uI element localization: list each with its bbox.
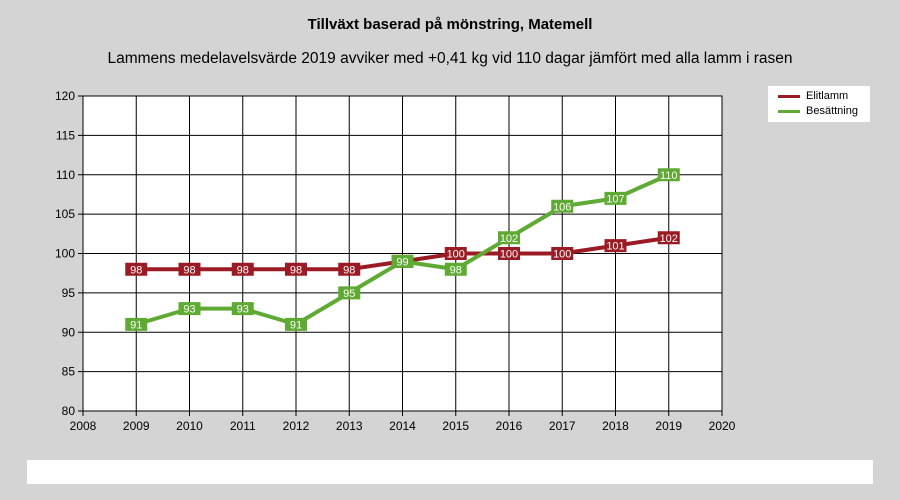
data-point-1 <box>231 302 254 316</box>
data-point-0 <box>498 247 520 260</box>
data-label-1: 110 <box>660 170 678 182</box>
legend-swatch-elitlamm <box>778 94 800 98</box>
x-tick-label: 2014 <box>389 419 416 433</box>
y-tick-label: 95 <box>62 286 76 300</box>
data-point-1 <box>498 231 520 245</box>
y-tick-label: 80 <box>62 404 76 418</box>
y-tick-label: 105 <box>55 207 75 221</box>
data-label-0: 98 <box>290 264 302 276</box>
chart-legend: Elitlamm Besättning <box>768 86 870 122</box>
x-tick-label: 2009 <box>123 419 150 433</box>
data-label-0: 98 <box>343 264 355 276</box>
data-point-1 <box>444 262 467 276</box>
data-label-1: 95 <box>343 288 355 300</box>
legend-item-besattning: Besättning <box>778 104 858 118</box>
data-label-1: 93 <box>237 304 249 316</box>
plot-border <box>82 95 723 412</box>
data-point-0 <box>125 262 148 276</box>
x-tick-label: 2019 <box>655 419 682 433</box>
data-point-1 <box>125 317 148 331</box>
data-point-0 <box>604 239 627 253</box>
legend-label-besattning: Besättning <box>806 105 858 117</box>
data-label-0: 100 <box>447 249 465 261</box>
chart-subtitle: Lammens medelavelsvärde 2019 avviker med… <box>107 50 793 67</box>
x-tick-label: 2013 <box>336 419 363 433</box>
data-label-0: 101 <box>606 241 624 253</box>
data-label-0: 98 <box>130 264 142 276</box>
data-label-0: 100 <box>553 249 571 261</box>
legend-swatch-besattning <box>778 109 800 113</box>
x-tick-label: 2010 <box>176 419 203 433</box>
data-point-1 <box>551 199 574 213</box>
data-label-1: 91 <box>130 319 142 331</box>
data-point-0 <box>657 231 680 245</box>
data-point-1 <box>657 168 680 182</box>
chart-title: Tillväxt baserad på mönstring, Matemell <box>307 16 593 33</box>
data-label-0: 102 <box>660 233 678 245</box>
x-tick-label: 2016 <box>496 419 523 433</box>
data-label-0: 98 <box>183 264 195 276</box>
footer-bar <box>27 460 873 484</box>
data-label-0: 100 <box>500 249 518 261</box>
y-tick-label: 100 <box>55 247 75 261</box>
y-tick-label: 115 <box>56 128 75 142</box>
x-tick-label: 2017 <box>549 419 576 433</box>
data-point-1 <box>604 191 627 205</box>
data-label-1: 102 <box>500 233 518 245</box>
data-point-1 <box>178 302 201 316</box>
data-label-1: 93 <box>183 304 195 316</box>
x-tick-label: 2011 <box>230 419 256 433</box>
x-tick-label: 2015 <box>442 419 469 433</box>
data-point-1 <box>338 286 361 300</box>
y-tick-label: 85 <box>62 365 76 379</box>
data-label-1: 91 <box>290 319 302 331</box>
x-tick-label: 2018 <box>602 419 629 433</box>
data-point-1 <box>285 317 307 331</box>
legend-label-elitlamm: Elitlamm <box>806 90 849 102</box>
data-label-1: 99 <box>396 256 408 268</box>
data-label-1: 107 <box>606 193 624 205</box>
data-point-0 <box>178 262 201 276</box>
y-tick-label: 110 <box>56 168 75 182</box>
x-tick-label: 2012 <box>283 419 310 433</box>
data-point-0 <box>285 262 307 276</box>
data-label-1: 98 <box>450 264 462 276</box>
y-tick-label: 90 <box>62 325 76 339</box>
x-tick-label: 2008 <box>70 419 97 433</box>
data-point-0 <box>338 262 361 276</box>
legend-item-elitlamm: Elitlamm <box>778 89 848 103</box>
data-label-0: 98 <box>237 264 249 276</box>
data-point-0 <box>444 247 467 260</box>
data-label-1: 106 <box>553 201 571 213</box>
data-point-0 <box>551 247 574 260</box>
data-point-1 <box>391 254 414 268</box>
y-tick-label: 120 <box>55 89 75 103</box>
x-tick-label: 2020 <box>709 419 736 433</box>
data-point-0 <box>231 262 254 276</box>
